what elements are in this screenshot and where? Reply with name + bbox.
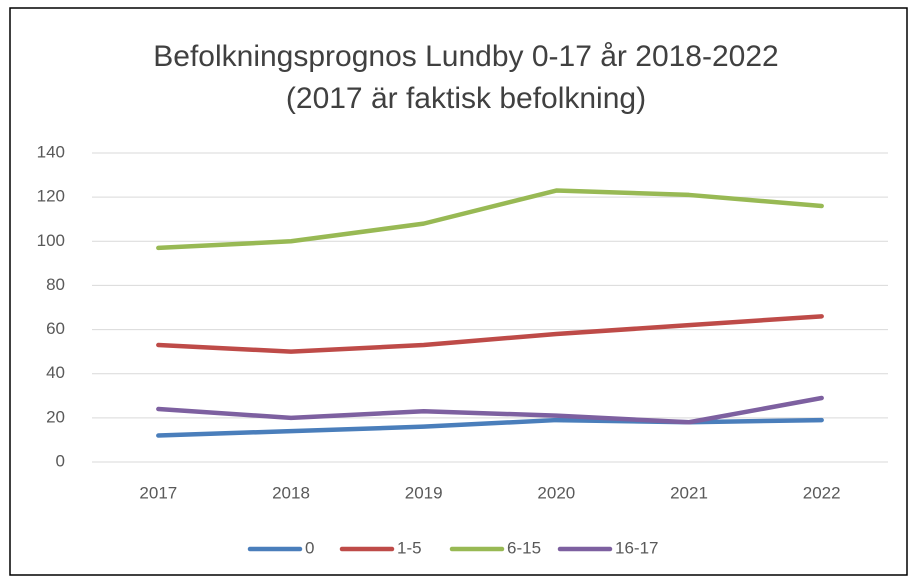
- x-tick-label: 2020: [537, 483, 575, 502]
- legend-label: 16-17: [615, 538, 658, 557]
- x-tick-label: 2022: [803, 483, 841, 502]
- legend-label: 1-5: [397, 538, 422, 557]
- chart-title: Befolkningsprognos Lundby 0-17 år 2018-2…: [153, 40, 778, 73]
- y-tick-label: 100: [37, 231, 65, 250]
- x-tick-label: 2017: [139, 483, 177, 502]
- legend-label: 0: [305, 538, 314, 557]
- series-line: [156, 314, 824, 354]
- series-line: [156, 188, 824, 251]
- legend-label: 6-15: [507, 538, 541, 557]
- y-tick-label: 20: [46, 407, 65, 426]
- chart-subtitle: (2017 är faktisk befolkning): [286, 82, 646, 115]
- series-line: [156, 417, 824, 438]
- y-tick-label: 140: [37, 142, 65, 161]
- y-tick-label: 80: [46, 275, 65, 294]
- series-line: [156, 395, 824, 425]
- y-tick-label: 120: [37, 187, 65, 206]
- y-tick-label: 40: [46, 363, 65, 382]
- y-tick-label: 0: [56, 451, 65, 470]
- x-tick-label: 2018: [272, 483, 310, 502]
- chart-frame: [9, 7, 908, 576]
- y-tick-label: 60: [46, 319, 65, 338]
- x-tick-label: 2019: [405, 483, 443, 502]
- x-tick-label: 2021: [670, 483, 708, 502]
